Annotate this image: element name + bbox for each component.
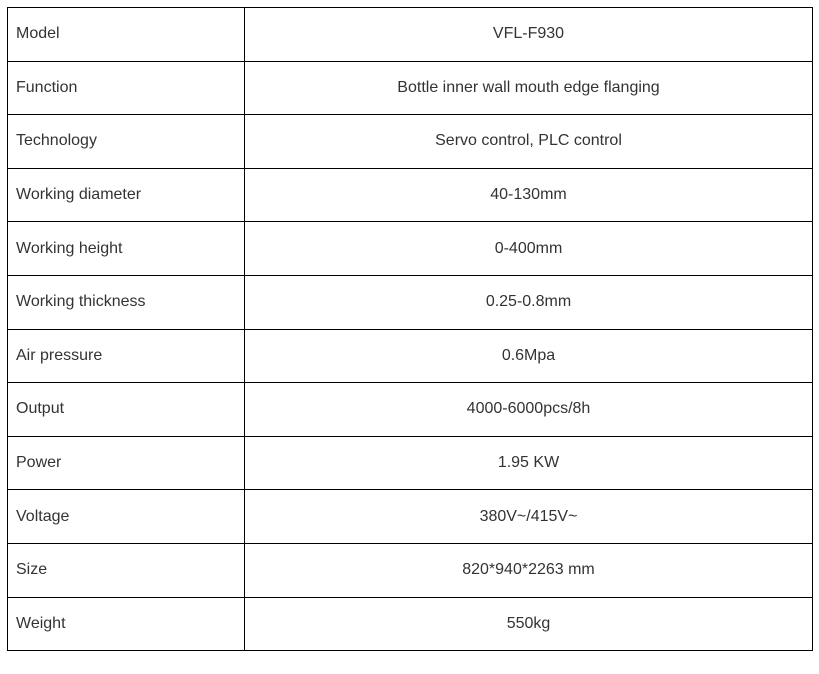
spec-value: 0.25-0.8mm (244, 274, 813, 330)
spec-value: Bottle inner wall mouth edge flanging (244, 60, 813, 116)
spec-label: Weight (7, 596, 245, 652)
spec-value: 550kg (244, 596, 813, 652)
spec-label: Size (7, 542, 245, 598)
spec-label: Working thickness (7, 274, 245, 330)
spec-label: Voltage (7, 489, 245, 544)
spec-value: 820*940*2263 mm (244, 542, 813, 598)
table-row: Air pressure 0.6Mpa (7, 328, 813, 384)
spec-label: Air pressure (7, 328, 245, 384)
table-row: Power 1.95 KW (7, 435, 813, 491)
spec-label: Technology (7, 114, 245, 169)
table-row: Size 820*940*2263 mm (7, 542, 813, 598)
spec-value: 40-130mm (244, 167, 813, 223)
spec-label: Model (7, 7, 245, 62)
spec-label: Working diameter (7, 167, 245, 223)
spec-label: Working height (7, 221, 245, 276)
table-row: Voltage 380V~/415V~ (7, 489, 813, 544)
table-row: Working diameter 40-130mm (7, 167, 813, 223)
spec-value: 1.95 KW (244, 435, 813, 491)
spec-value: 380V~/415V~ (244, 489, 813, 544)
table-row: Working thickness 0.25-0.8mm (7, 274, 813, 330)
spec-label: Function (7, 60, 245, 116)
table-row: Function Bottle inner wall mouth edge fl… (7, 60, 813, 116)
table-row: Weight 550kg (7, 596, 813, 652)
spec-value: Servo control, PLC control (244, 114, 813, 169)
spec-table: Model VFL-F930 Function Bottle inner wal… (7, 7, 813, 652)
table-row: Output 4000-6000pcs/8h (7, 382, 813, 437)
spec-label: Output (7, 382, 245, 437)
spec-label: Power (7, 435, 245, 491)
spec-table-body: Model VFL-F930 Function Bottle inner wal… (7, 7, 813, 652)
spec-value: 0-400mm (244, 221, 813, 276)
table-row: Working height 0-400mm (7, 221, 813, 276)
spec-value: 4000-6000pcs/8h (244, 382, 813, 437)
table-row: Model VFL-F930 (7, 7, 813, 62)
spec-value: 0.6Mpa (244, 328, 813, 384)
table-row: Technology Servo control, PLC control (7, 114, 813, 169)
spec-value: VFL-F930 (244, 7, 813, 62)
